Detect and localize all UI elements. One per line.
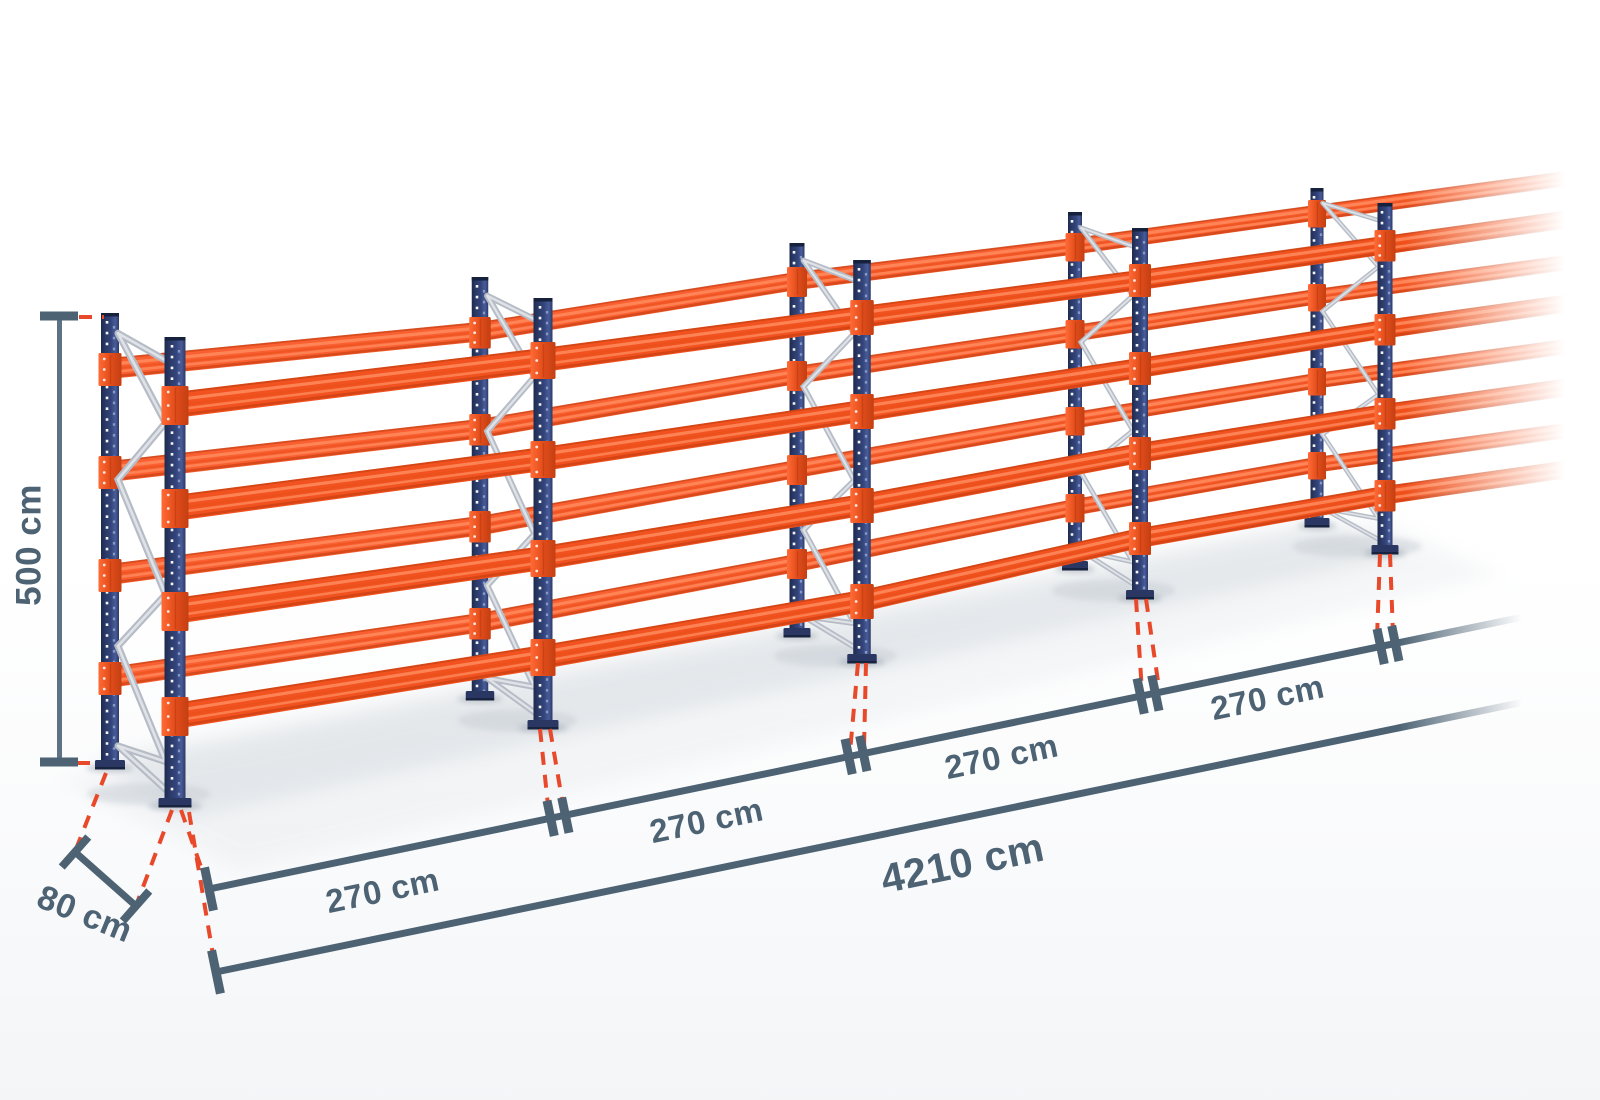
rear-beam-connectors	[98, 200, 1326, 695]
dim-height-label: 500 cm	[9, 484, 48, 606]
upright-front-3	[847, 260, 877, 664]
front-beam-connectors	[161, 230, 1396, 736]
dimension-lines	[40, 311, 1546, 995]
upright-rear-5	[1304, 188, 1330, 528]
floor-shadow	[60, 518, 1500, 870]
upright-front-2	[527, 298, 559, 730]
upright-rear-3	[783, 243, 811, 638]
upright-rear-1	[95, 313, 125, 770]
front-beams	[173, 207, 1587, 729]
upright-front-5	[1371, 203, 1399, 555]
pallet-rack	[95, 168, 1587, 808]
upright-front-1	[158, 337, 192, 808]
